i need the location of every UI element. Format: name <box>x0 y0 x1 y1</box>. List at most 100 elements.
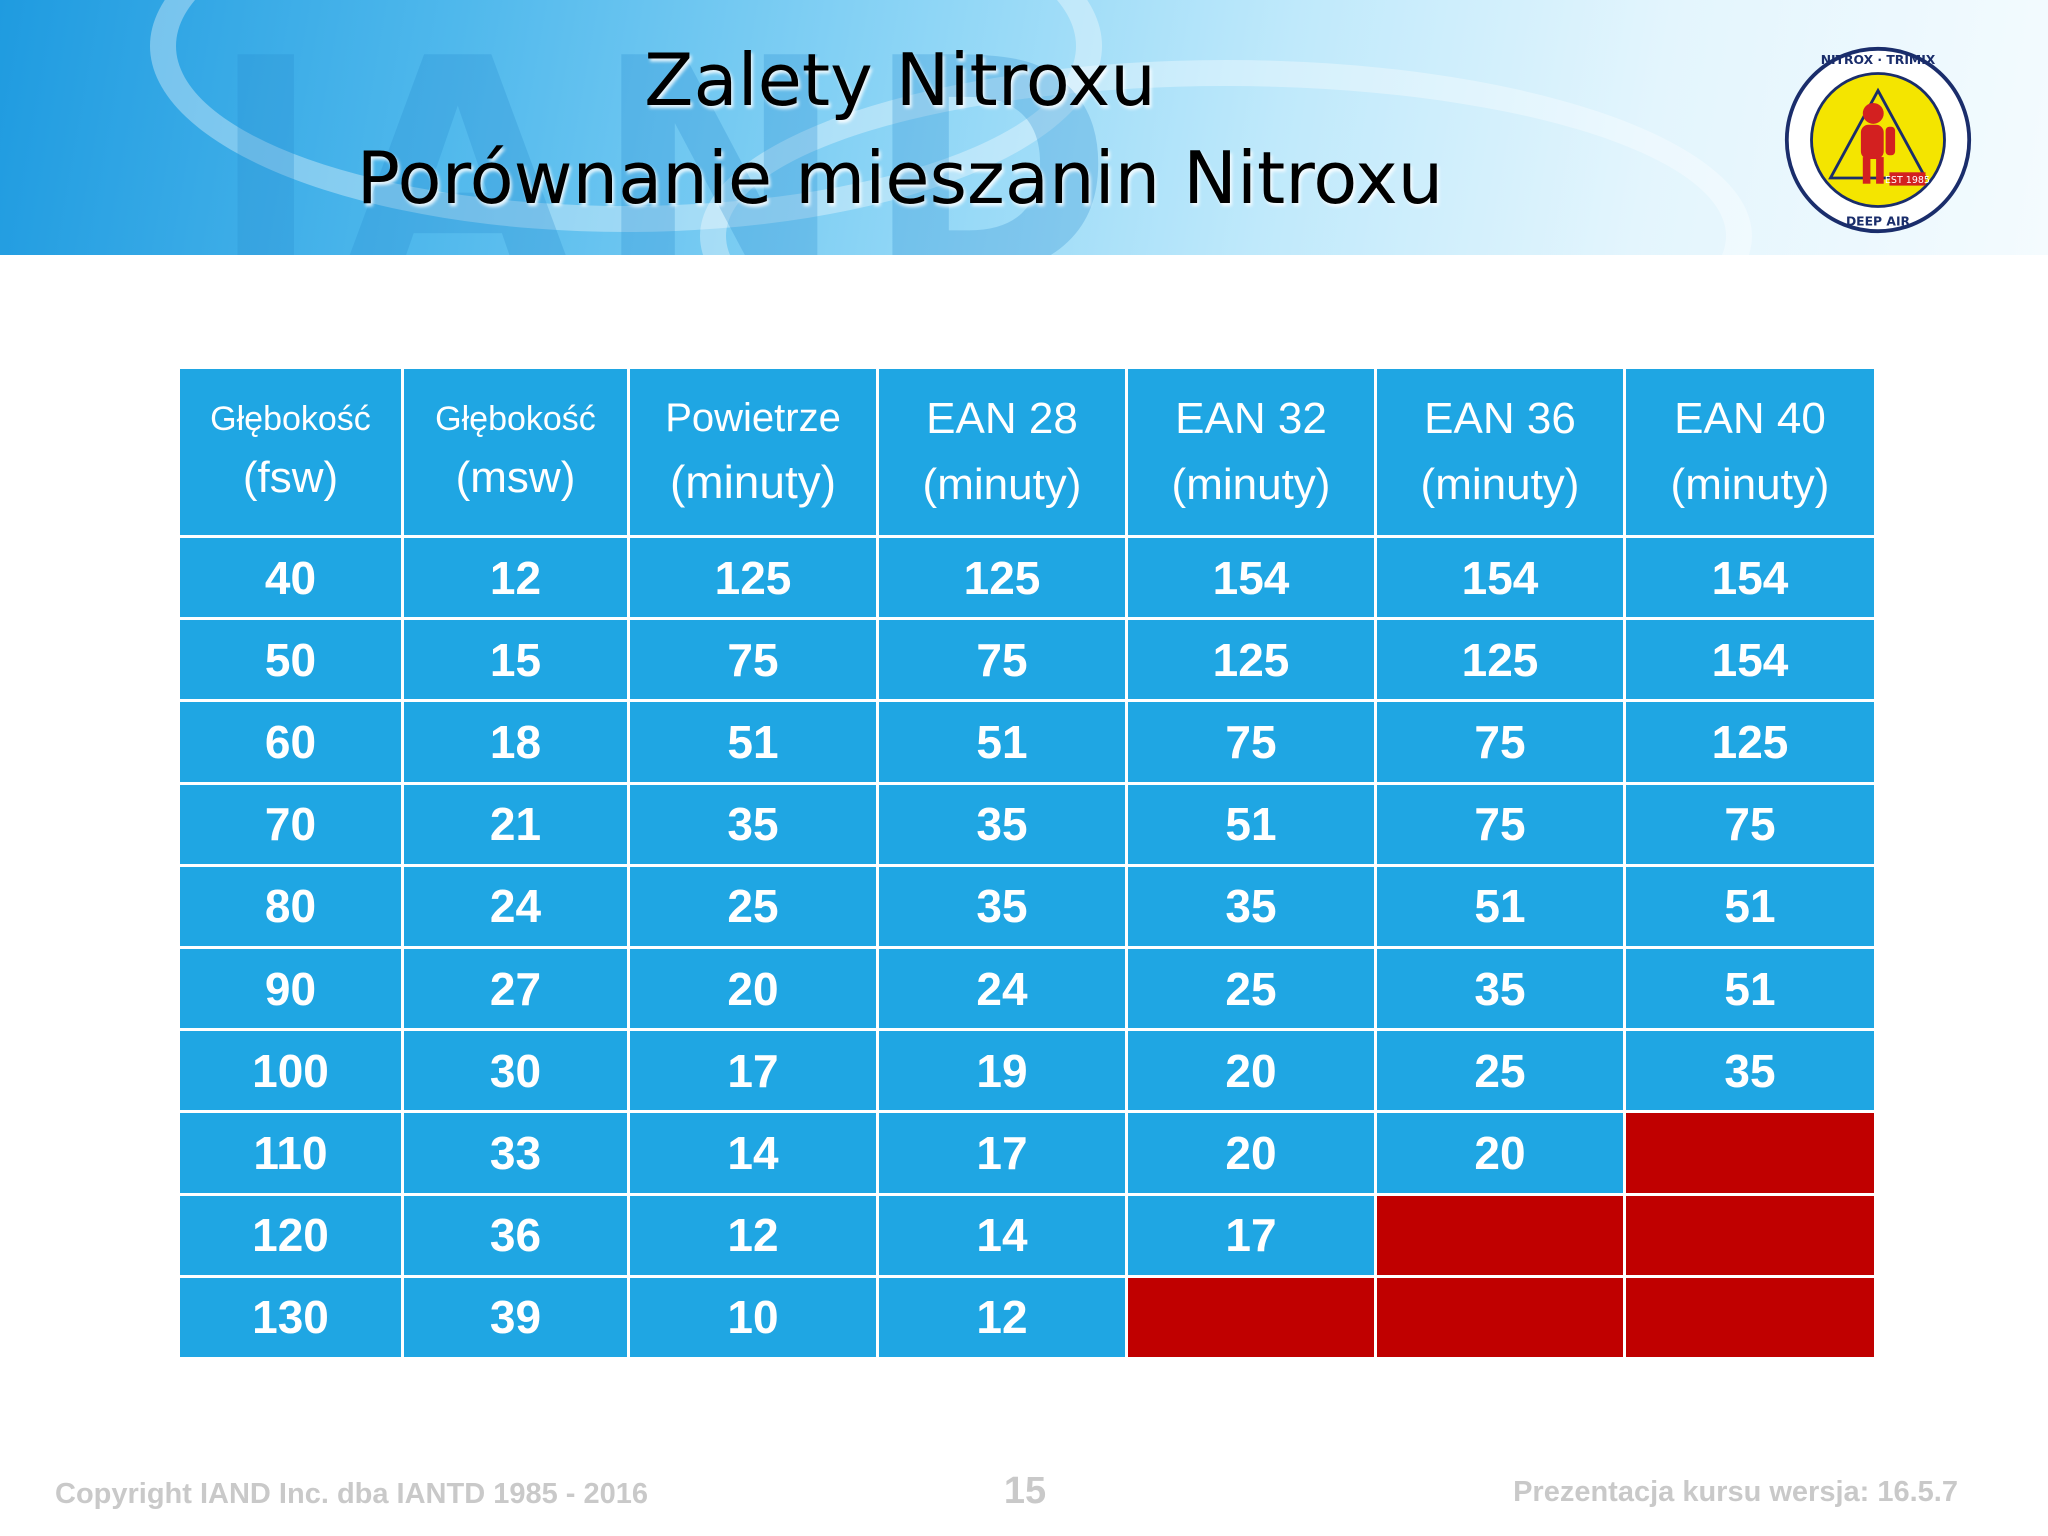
table-cell: 17 <box>627 1028 879 1114</box>
table-cell: 125 <box>876 534 1128 621</box>
table-cell: 125 <box>627 534 879 621</box>
table-cell: 36 <box>401 1192 630 1278</box>
column-header-label: Powietrze <box>665 395 841 440</box>
table-cell: 24 <box>876 945 1128 1032</box>
column-header-unit: (minuty) <box>922 460 1082 509</box>
table-cell: 120 <box>177 1192 404 1278</box>
table-cell: 100 <box>177 1028 404 1114</box>
table-cell: 17 <box>876 1110 1128 1196</box>
table-cell: 14 <box>627 1110 879 1196</box>
table-cell: 20 <box>627 945 879 1032</box>
column-header-label: Głębokość <box>435 399 596 438</box>
table-cell: 35 <box>627 781 879 867</box>
table-cell: 25 <box>627 863 879 949</box>
column-header-unit: (fsw) <box>242 452 339 502</box>
table-cell: 51 <box>1125 781 1377 867</box>
column-header: EAN 28 (minuty) <box>876 366 1128 538</box>
table-cell: 51 <box>1623 863 1877 949</box>
table-cell: 25 <box>1125 945 1377 1032</box>
svg-text:EST 1985: EST 1985 <box>1885 175 1930 186</box>
table-cell: 19 <box>876 1028 1128 1114</box>
blocked-cell <box>1374 1192 1626 1278</box>
table-cell: 154 <box>1374 534 1626 621</box>
table-row: 80 24 25 35 35 51 51 <box>177 863 1877 949</box>
column-header-unit: (minuty) <box>1420 460 1580 509</box>
table-cell: 154 <box>1623 617 1877 703</box>
page-number: 15 <box>1003 1470 1047 1512</box>
table-cell: 35 <box>1374 945 1626 1032</box>
table-cell: 75 <box>1125 699 1377 785</box>
table-cell: 20 <box>1125 1028 1377 1114</box>
svg-text:NITROX · TRIMIX: NITROX · TRIMIX <box>1821 53 1936 67</box>
table-cell: 51 <box>627 699 879 785</box>
column-header: EAN 40 (minuty) <box>1623 366 1877 538</box>
column-header-unit: (msw) <box>455 452 576 502</box>
table-cell: 30 <box>401 1028 630 1114</box>
table-cell: 75 <box>627 617 879 703</box>
column-header-label: EAN 40 <box>1674 394 1826 443</box>
table-cell: 80 <box>177 863 404 949</box>
table-cell: 51 <box>1374 863 1626 949</box>
table-header-row: Głębokość (fsw) Głębokość (msw) Powietrze (mi… <box>177 366 1877 538</box>
table-cell: 17 <box>1125 1192 1377 1278</box>
column-header: Powietrze (minuty) <box>627 366 879 538</box>
table-cell: 12 <box>876 1274 1128 1361</box>
table-cell: 60 <box>177 699 404 785</box>
iantd-logo: NITROX · TRIMIX DEEP AIR EST 1985 <box>1784 46 1972 234</box>
column-header-unit: (minuty) <box>669 455 837 508</box>
banner-watermark: IAND <box>210 0 1134 256</box>
table-row: 120 36 12 14 17 <box>177 1192 1877 1278</box>
table-cell: 35 <box>876 863 1128 949</box>
table-cell: 14 <box>876 1192 1128 1278</box>
table-cell: 75 <box>1623 781 1877 867</box>
table-cell: 33 <box>401 1110 630 1196</box>
table-cell: 125 <box>1125 617 1377 703</box>
table-cell: 15 <box>401 617 630 703</box>
table-cell: 110 <box>177 1110 404 1196</box>
table-cell: 130 <box>177 1274 404 1361</box>
column-header-unit: (minuty) <box>1670 460 1830 509</box>
table-cell: 25 <box>1374 1028 1626 1114</box>
table-row: 100 30 17 19 20 25 35 <box>177 1028 1877 1114</box>
blocked-cell <box>1623 1110 1877 1196</box>
copyright-text: Copyright IAND Inc. dba IANTD 1985 - 201… <box>55 1478 649 1510</box>
column-header-label: EAN 28 <box>926 394 1078 443</box>
column-header-unit: (minuty) <box>1171 460 1331 509</box>
table-row: 110 33 14 17 20 20 <box>177 1110 1877 1196</box>
column-header: Głębokość (fsw) <box>177 366 404 538</box>
blocked-cell <box>1623 1274 1877 1361</box>
table-row: 50 15 75 75 125 125 154 <box>177 617 1877 703</box>
table-cell: 39 <box>401 1274 630 1361</box>
column-header-label: Głębokość <box>210 399 371 438</box>
header-banner: IAND Zalety Nitroxu Porównanie mieszanin… <box>0 0 2048 255</box>
version-text: Prezentacja kursu wersja: 16.5.7 <box>1513 1476 1958 1508</box>
table-cell: 51 <box>1623 945 1877 1032</box>
table-cell: 10 <box>627 1274 879 1361</box>
svg-text:DEEP AIR: DEEP AIR <box>1846 215 1911 229</box>
table-cell: 20 <box>1125 1110 1377 1196</box>
table-row: 90 27 20 24 25 35 51 <box>177 945 1877 1032</box>
table-cell: 40 <box>177 534 404 621</box>
table-row: 40 12 125 125 154 154 154 <box>177 534 1877 621</box>
table-cell: 75 <box>876 617 1128 703</box>
table-cell: 75 <box>1374 699 1626 785</box>
table-cell: 50 <box>177 617 404 703</box>
column-header: EAN 32 (minuty) <box>1125 366 1377 538</box>
table-row: 130 39 10 12 <box>177 1274 1877 1361</box>
table-cell: 24 <box>401 863 630 949</box>
table-row: 60 18 51 51 75 75 125 <box>177 699 1877 785</box>
table-cell: 51 <box>876 699 1128 785</box>
table-cell: 70 <box>177 781 404 867</box>
table-cell: 35 <box>1125 863 1377 949</box>
table-row: 70 21 35 35 51 75 75 <box>177 781 1877 867</box>
blocked-cell <box>1374 1274 1626 1361</box>
table-cell: 75 <box>1374 781 1626 867</box>
table-cell: 12 <box>401 534 630 621</box>
nitrox-comparison-table: Głębokość (fsw) Głębokość (msw) Powietrze (mi… <box>177 366 1877 1361</box>
table-cell: 18 <box>401 699 630 785</box>
table-cell: 125 <box>1374 617 1626 703</box>
blocked-cell <box>1623 1192 1877 1278</box>
table-cell: 154 <box>1623 534 1877 621</box>
table-cell: 35 <box>876 781 1128 867</box>
slide-title: Zalety Nitroxu <box>644 38 1156 122</box>
